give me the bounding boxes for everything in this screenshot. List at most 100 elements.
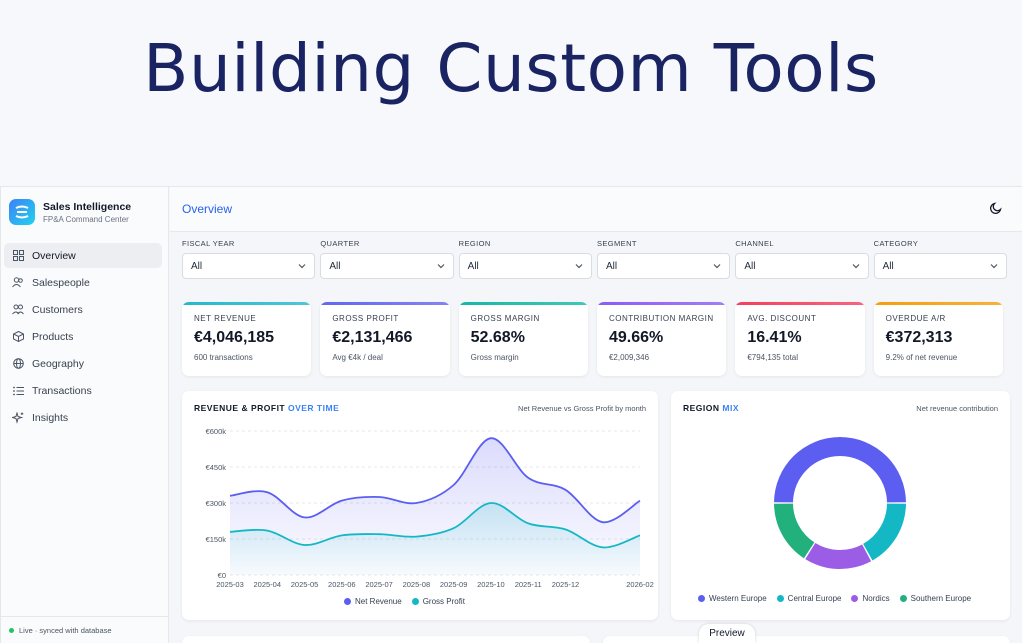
legend-item[interactable]: Southern Europe xyxy=(899,594,971,603)
revenue-profit-card: REVENUE & PROFIT OVER TIME Net Revenue v… xyxy=(182,391,658,620)
select-value: All xyxy=(467,260,479,272)
sidebar-item-label: Salespeople xyxy=(32,276,90,289)
x-tick-label: 2025-12 xyxy=(552,580,580,589)
kpi-avg-discount: AVG. DISCOUNT 16.41% €794,135 total xyxy=(735,302,865,376)
region-select[interactable]: All xyxy=(458,253,592,279)
topbar: Overview xyxy=(170,187,1022,232)
kpi-label: CONTRIBUTION MARGIN xyxy=(608,314,714,323)
legend-label: Central Europe xyxy=(787,594,842,603)
filter-label: REGION xyxy=(458,239,491,248)
legend-swatch xyxy=(411,598,419,605)
users-icon xyxy=(12,277,24,289)
brand: Sales Intelligence FP&A Command Center xyxy=(9,199,131,225)
x-tick-label: 2025-07 xyxy=(365,580,393,589)
kpi-value: 49.66% xyxy=(608,329,664,346)
kpi-label: GROSS MARGIN xyxy=(470,314,540,323)
legend-swatch xyxy=(698,595,705,602)
chevron-down-icon xyxy=(852,264,860,269)
filter-region: REGION All xyxy=(458,239,592,279)
grid-icon xyxy=(12,250,24,262)
series-line-0 xyxy=(229,437,641,524)
filter-quarter: QUARTER All xyxy=(320,239,454,279)
chevron-down-icon xyxy=(990,264,998,269)
card-title-main: REVENUE & PROFIT xyxy=(194,403,288,413)
kpi-contribution-margin: CONTRIBUTION MARGIN 49.66% €2,009,346 xyxy=(596,302,727,376)
kpi-subtext: Avg €4k / deal xyxy=(332,353,383,362)
donut-slice xyxy=(774,503,815,559)
brand-name: Sales Intelligence xyxy=(43,200,132,213)
sidebar-item-label: Overview xyxy=(32,249,76,262)
sidebar-item-insights[interactable]: Insights xyxy=(4,405,162,430)
legend-swatch xyxy=(899,595,907,602)
kpi-value: 16.41% xyxy=(747,329,802,346)
filter-category: CATEGORY All xyxy=(873,239,1007,279)
sidebar-item-products[interactable]: Products xyxy=(4,324,162,349)
brand-subtitle: FP&A Command Center xyxy=(43,214,129,224)
chevron-down-icon xyxy=(437,264,445,269)
kpi-value: 52.68% xyxy=(470,329,525,346)
filter-bar: FISCAL YEAR All QUARTER All REGION All S… xyxy=(182,239,1012,279)
kpi-value: €4,046,185 xyxy=(194,329,275,346)
sidebar-item-transactions[interactable]: Transactions xyxy=(4,378,162,403)
y-tick-label: €600k xyxy=(206,427,227,436)
legend-swatch xyxy=(344,598,351,605)
kpi-label: GROSS PROFIT xyxy=(332,314,399,323)
sidebar-item-customers[interactable]: Customers xyxy=(4,297,162,322)
kpi-row: NET REVENUE €4,046,185 600 transactions GR… xyxy=(182,302,1012,376)
card-title-main: REGION xyxy=(683,403,723,413)
card-title-accent: MIX xyxy=(722,403,740,413)
kpi-value: €2,131,466 xyxy=(332,329,413,346)
chart-legend: Net Revenue Gross Profit xyxy=(344,597,475,606)
moon-icon[interactable] xyxy=(989,201,1005,217)
sidebar-item-salespeople[interactable]: Salespeople xyxy=(4,270,162,295)
hero-title: Building Custom Tools xyxy=(143,30,879,107)
select-value: All xyxy=(191,260,203,272)
sync-status: Live · synced with database xyxy=(1,616,169,643)
y-tick-label: €0 xyxy=(218,571,226,580)
x-tick-label: 2026-02 xyxy=(626,580,654,589)
kpi-label: OVERDUE A/R xyxy=(885,314,946,323)
legend-item[interactable]: Central Europe xyxy=(776,594,842,603)
kpi-accent-bar xyxy=(873,302,1003,305)
sidebar-item-label: Insights xyxy=(32,411,69,424)
legend-item[interactable]: Western Europe xyxy=(698,594,767,603)
category-select[interactable]: All xyxy=(873,253,1007,279)
legend-item[interactable]: Net Revenue xyxy=(344,597,402,606)
filter-label: QUARTER xyxy=(320,239,360,248)
filter-label: FISCAL YEAR xyxy=(182,239,235,248)
y-tick-label: €150k xyxy=(206,535,227,544)
logo-lines-icon xyxy=(15,205,29,219)
x-tick-label: 2025-04 xyxy=(254,580,282,589)
chevron-down-icon xyxy=(575,264,583,269)
legend-swatch xyxy=(776,595,784,602)
kpi-label: NET REVENUE xyxy=(194,314,257,323)
legend-item[interactable]: Gross Profit xyxy=(411,597,465,606)
channel-select[interactable]: All xyxy=(735,253,869,279)
sidebar-nav: Overview Salespeople Customers Products … xyxy=(4,243,162,432)
legend-item[interactable]: Nordics xyxy=(851,594,890,603)
fiscal-year-select[interactable]: All xyxy=(182,253,316,279)
segment-select[interactable]: All xyxy=(596,253,731,279)
select-value: All xyxy=(882,260,894,272)
sidebar: Sales Intelligence FP&A Command Center O… xyxy=(1,187,169,643)
filter-label: SEGMENT xyxy=(596,239,637,248)
donut-slice xyxy=(863,503,906,561)
filter-channel: CHANNEL All xyxy=(735,239,869,279)
select-value: All xyxy=(605,260,618,272)
filter-label: CATEGORY xyxy=(873,239,919,248)
x-tick-label: 2025-03 xyxy=(216,580,244,589)
sidebar-item-label: Transactions xyxy=(32,384,92,397)
kpi-accent-bar xyxy=(596,302,727,305)
app-window: Sales Intelligence FP&A Command Center O… xyxy=(0,186,1022,643)
live-status-dot xyxy=(9,628,14,633)
kpi-subtext: 9.2% of net revenue xyxy=(885,353,958,362)
quarter-select[interactable]: All xyxy=(320,253,454,279)
kpi-subtext: Gross margin xyxy=(470,353,519,362)
chevron-down-icon xyxy=(713,264,721,269)
legend-swatch xyxy=(851,595,859,602)
sidebar-item-geography[interactable]: Geography xyxy=(4,351,162,376)
sidebar-item-overview[interactable]: Overview xyxy=(4,243,162,268)
preview-button[interactable]: Preview xyxy=(699,624,755,643)
chart-legend: Western Europe Central Europe Nordics So… xyxy=(698,594,981,603)
filter-fiscal-year: FISCAL YEAR All xyxy=(182,239,316,279)
